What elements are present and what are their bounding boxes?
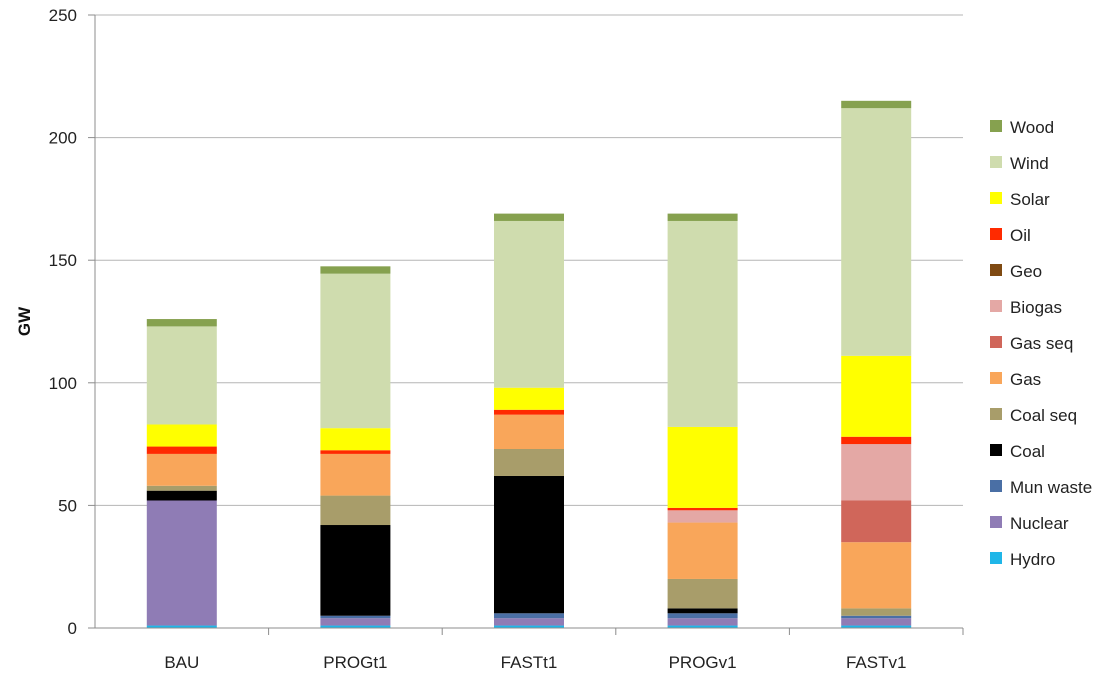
legend-label: Wood [1010, 118, 1054, 137]
bar-segment-coal-seq [841, 608, 912, 616]
bar-segment-coal-seq [494, 449, 564, 476]
bar-segment-oil [841, 436, 912, 445]
legend-swatch [990, 480, 1002, 492]
bar-segment-hydro [841, 625, 912, 628]
legend-label: Gas seq [1010, 334, 1073, 353]
bar-segment-coal-seq [320, 495, 391, 526]
x-axis-ticks: BAU PROGt1 FASTt1 PROGv1 FASTv1 [164, 628, 964, 672]
bar-segment-gas [320, 453, 391, 496]
y-tick-label: 100 [49, 374, 77, 393]
bar-segment-oil [667, 507, 738, 511]
legend-label: Solar [1010, 190, 1050, 209]
bar-segment-solar [320, 428, 391, 451]
legend-label: Nuclear [1010, 514, 1069, 533]
bar-segment-wind [146, 326, 217, 425]
legend-swatch [990, 408, 1002, 420]
bar-segment-nuclear [841, 618, 912, 626]
legend-swatch [990, 264, 1002, 276]
bar-segment-wood [667, 213, 738, 221]
x-tick-label: PROGt1 [323, 653, 387, 672]
bar-segment-mun-waste [494, 613, 564, 619]
x-tick-label: BAU [164, 653, 199, 672]
bar-segment-nuclear [667, 618, 738, 626]
legend-label: Coal [1010, 442, 1045, 461]
x-tick-label: PROGv1 [669, 653, 737, 672]
bar-segment-hydro [667, 625, 738, 628]
x-tick-label: FASTt1 [501, 653, 558, 672]
y-tick-label: 150 [49, 251, 77, 270]
bar-segment-wood [494, 213, 564, 221]
bar-segment-solar [841, 355, 912, 437]
bar-segment-mun-waste [667, 613, 738, 619]
bar-segment-nuclear [320, 618, 391, 626]
bar-segment-wind [494, 220, 564, 388]
bar-segment-hydro [494, 625, 564, 628]
bar-segment-solar [667, 426, 738, 508]
bar-segment-gas-seq [841, 500, 912, 543]
bar-segment-oil [320, 450, 391, 454]
bar-segment-nuclear [146, 500, 217, 626]
bar-segment-wood [146, 319, 217, 327]
bars [146, 100, 912, 628]
y-tick-label: 50 [58, 496, 77, 515]
legend-swatch [990, 192, 1002, 204]
y-tick-label: 200 [49, 129, 77, 148]
legend-swatch [990, 444, 1002, 456]
legend-label: Biogas [1010, 298, 1062, 317]
legend-label: Wind [1010, 154, 1049, 173]
legend-swatch [990, 552, 1002, 564]
bar-segment-gas [494, 414, 564, 450]
bar-segment-hydro [320, 625, 391, 628]
y-tick-label: 250 [49, 6, 77, 25]
legend-swatch [990, 300, 1002, 312]
bar-segment-hydro [146, 625, 217, 628]
bar-segment-solar [494, 387, 564, 410]
legend: Wood Wind Solar Oil Geo Biogas Gas seq Gas Coal … [990, 118, 1092, 569]
bar-segment-gas [667, 522, 738, 579]
bar-segment-biogas [841, 444, 912, 501]
legend-swatch [990, 228, 1002, 240]
legend-label: Gas [1010, 370, 1041, 389]
legend-label: Hydro [1010, 550, 1055, 569]
bar-segment-oil [494, 409, 564, 415]
legend-swatch [990, 156, 1002, 168]
bar-segment-coal [146, 490, 217, 501]
legend-label: Coal seq [1010, 406, 1077, 425]
bar-segment-biogas [667, 510, 738, 523]
legend-swatch [990, 336, 1002, 348]
legend-label: Oil [1010, 226, 1031, 245]
bar-segment-wood [320, 266, 391, 274]
bar-segment-gas [841, 542, 912, 609]
x-tick-label: FASTv1 [846, 653, 906, 672]
bar-segment-coal-seq [146, 485, 217, 491]
bar-segment-wind [320, 273, 391, 429]
legend-swatch [990, 516, 1002, 528]
y-tick-label: 0 [68, 619, 77, 638]
bar-segment-nuclear [494, 618, 564, 626]
bar-segment-gas [146, 453, 217, 486]
legend-swatch [990, 120, 1002, 132]
legend-label: Mun waste [1010, 478, 1092, 497]
bar-segment-wind [841, 108, 912, 356]
bar-segment-mun-waste [841, 615, 912, 619]
y-axis-label: GW [15, 306, 34, 336]
bar-segment-coal-seq [667, 578, 738, 609]
bar-segment-oil [146, 446, 217, 454]
bar-segment-mun-waste [320, 615, 391, 619]
bar-segment-wind [667, 220, 738, 427]
bar-segment-solar [146, 424, 217, 447]
bar-segment-coal [320, 525, 391, 616]
bar-segment-wood [841, 100, 912, 109]
y-axis-ticks: 0 50 100 150 200 250 [49, 6, 95, 638]
legend-label: Geo [1010, 262, 1042, 281]
legend-swatch [990, 372, 1002, 384]
bar-segment-coal [667, 608, 738, 614]
bar-segment-coal [494, 475, 564, 614]
